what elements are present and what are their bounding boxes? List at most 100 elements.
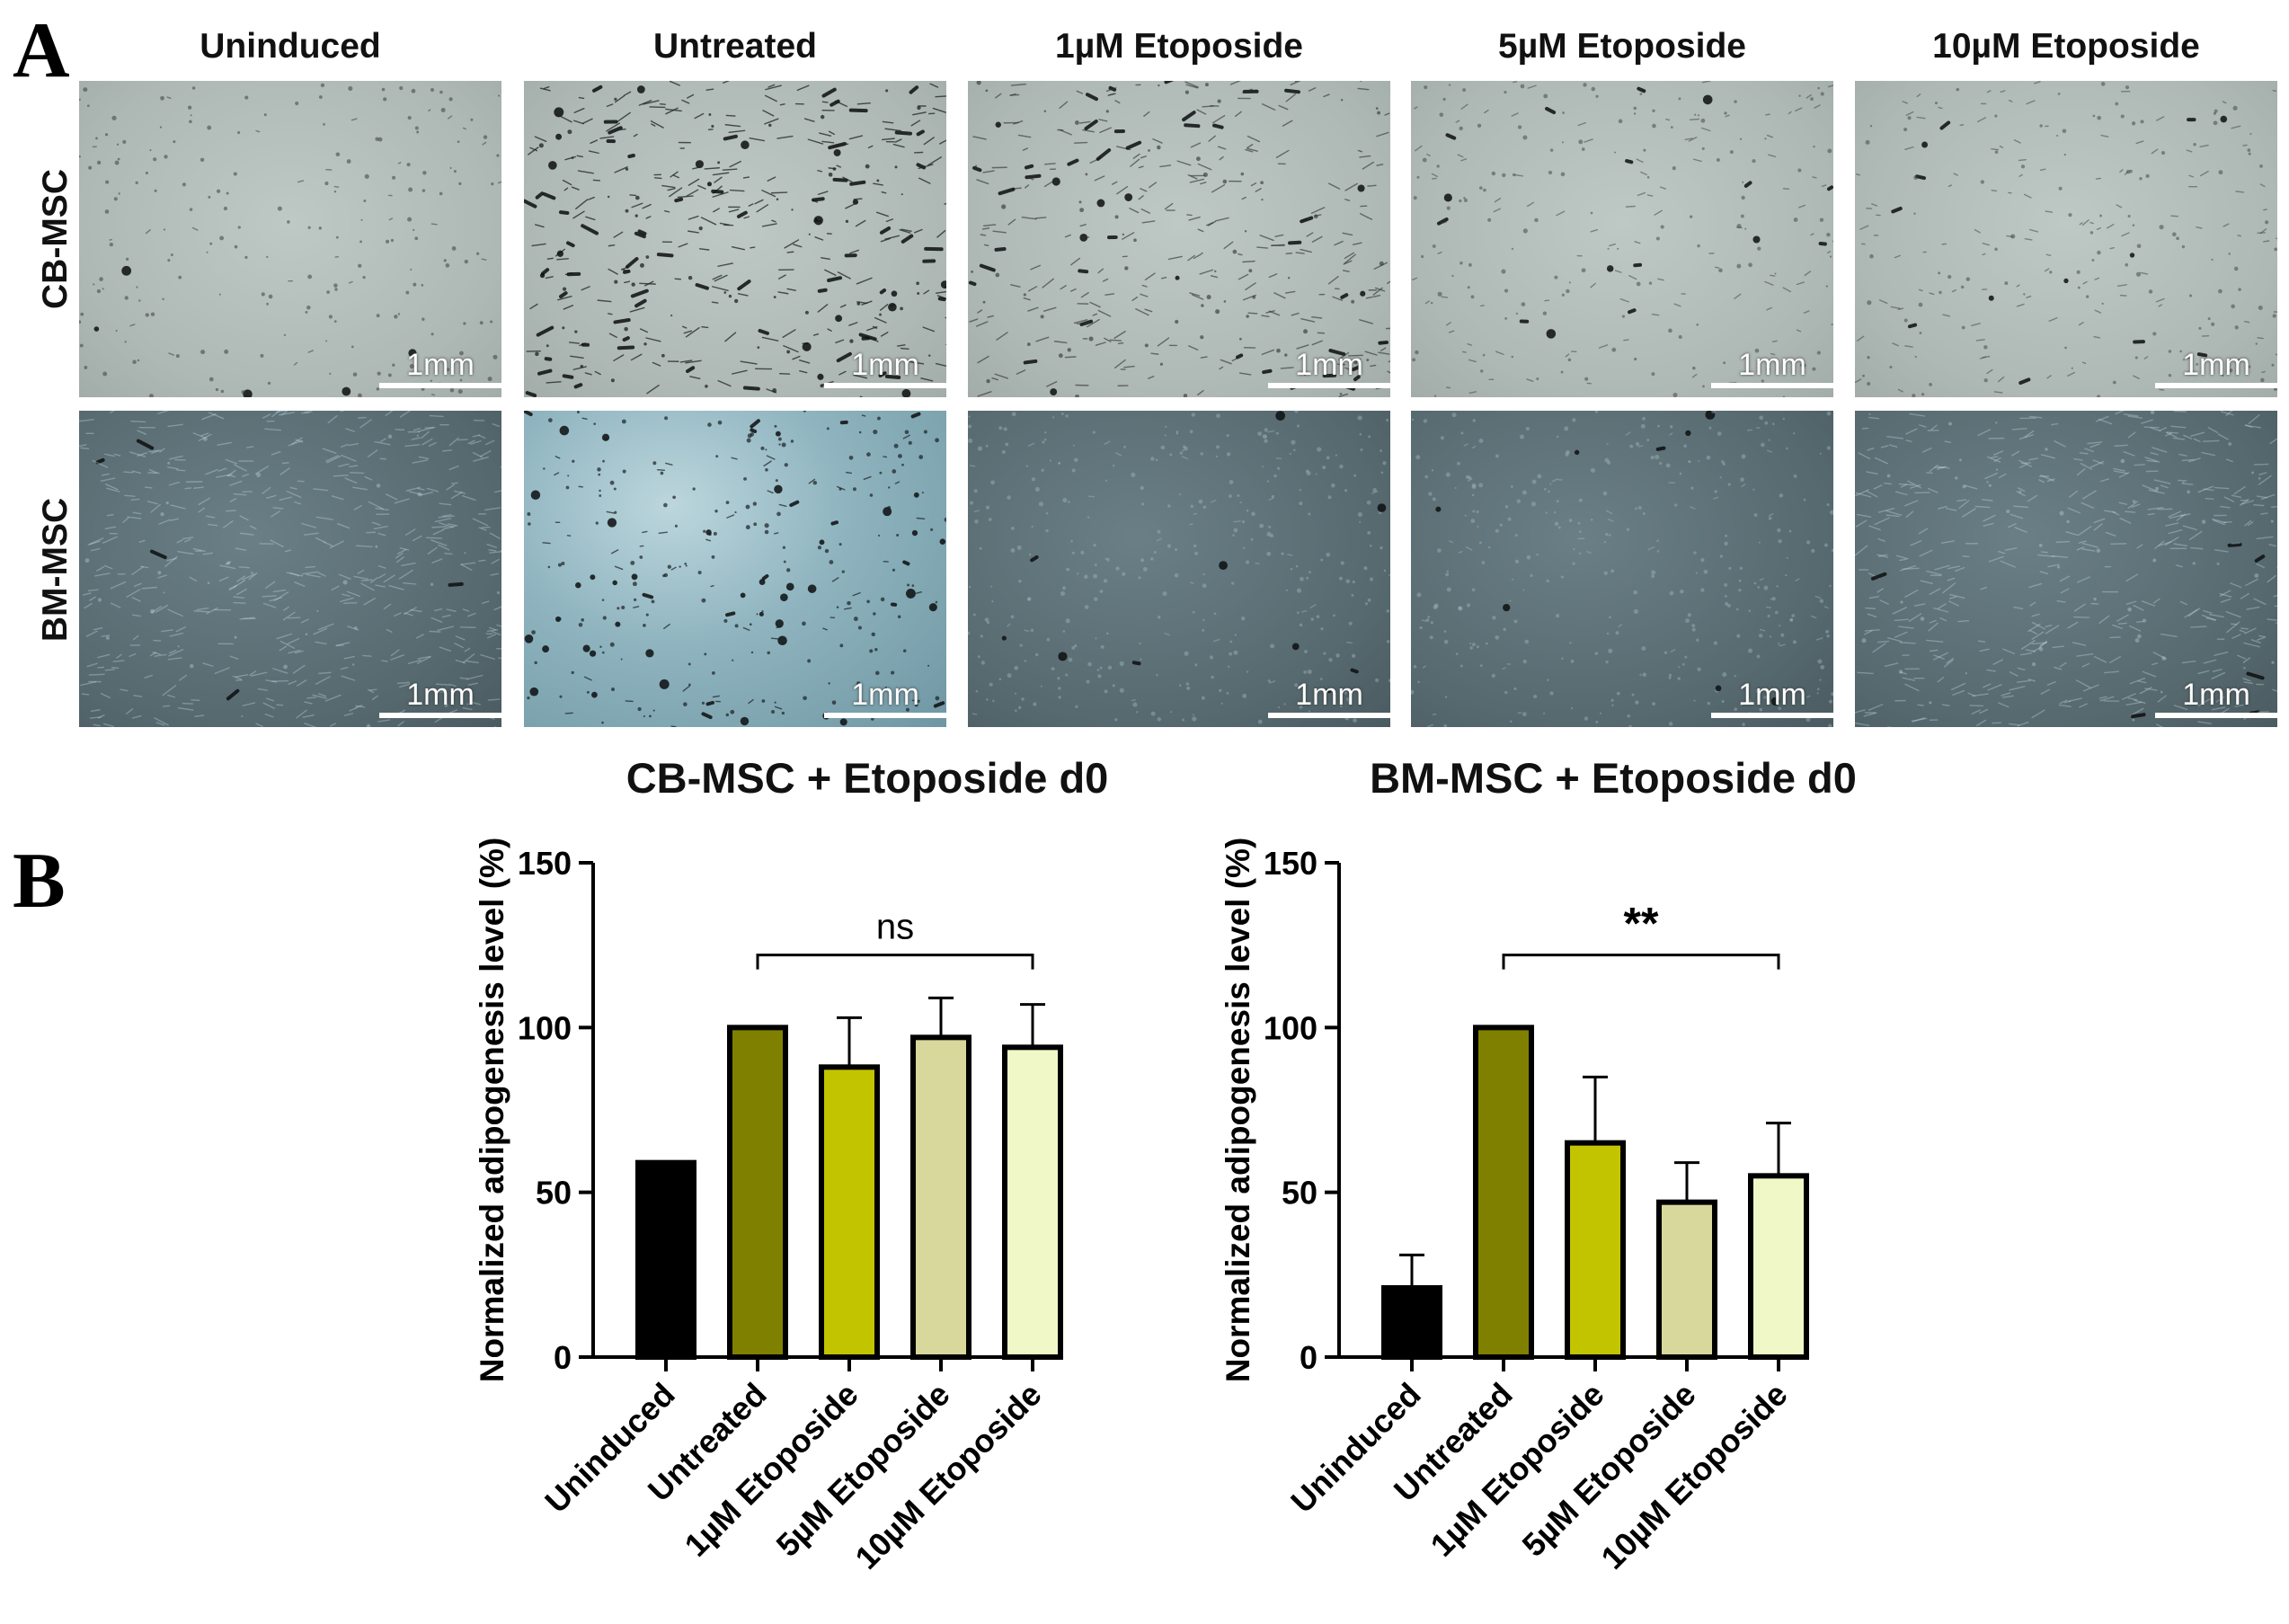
cell-mark xyxy=(1244,230,1247,233)
cell-mark xyxy=(2257,337,2264,340)
cell-mark xyxy=(1827,251,1832,254)
cell-mark xyxy=(152,652,161,655)
cell-mark xyxy=(83,87,88,93)
cell-mark xyxy=(1791,614,1796,617)
cell-mark xyxy=(2171,232,2177,237)
cell-mark xyxy=(1633,106,1637,111)
cell-mark xyxy=(1491,673,1495,678)
cell-mark xyxy=(1819,679,1822,681)
cell-mark xyxy=(224,349,229,354)
cell-mark xyxy=(729,160,741,168)
cell-mark xyxy=(2069,490,2079,498)
cell-mark xyxy=(2243,681,2254,685)
cell-mark xyxy=(812,480,818,485)
cell-mark xyxy=(896,344,906,347)
cell-mark xyxy=(608,126,623,135)
cell-mark xyxy=(229,655,239,660)
cell-mark xyxy=(1340,99,1344,102)
cell-mark xyxy=(1238,372,1252,376)
cell-mark xyxy=(1250,537,1254,541)
cell-mark xyxy=(915,591,923,594)
cell-mark xyxy=(2142,484,2158,493)
cell-mark xyxy=(759,611,764,617)
cell-mark xyxy=(697,184,706,190)
cell-mark xyxy=(1027,306,1039,312)
cell-mark xyxy=(209,242,213,245)
cell-mark xyxy=(848,322,858,326)
cell-mark xyxy=(602,459,605,463)
cell-mark xyxy=(289,486,297,490)
cell-mark xyxy=(93,326,100,332)
cell-mark xyxy=(2034,81,2041,84)
cell-mark xyxy=(2018,463,2028,468)
cell-mark xyxy=(466,660,479,663)
cell-mark xyxy=(2213,111,2216,115)
column-header-1um: 1µM Etoposide xyxy=(1055,27,1303,66)
cell-mark xyxy=(1939,290,1942,295)
cell-mark xyxy=(1233,520,1241,523)
cell-mark xyxy=(2071,367,2073,369)
cell-mark xyxy=(1598,344,1609,349)
cell-mark xyxy=(318,693,327,697)
cell-mark xyxy=(1275,431,1279,435)
cell-mark xyxy=(448,709,458,714)
cell-mark xyxy=(2159,388,2165,391)
cell-mark xyxy=(617,607,620,610)
cell-mark xyxy=(2151,662,2159,666)
cell-mark xyxy=(2040,688,2050,695)
cell-mark xyxy=(1235,111,1242,118)
cell-mark xyxy=(1814,104,1821,109)
cell-mark xyxy=(239,515,249,521)
cell-mark xyxy=(1980,586,1988,590)
cell-mark xyxy=(2234,704,2244,707)
cell-mark xyxy=(2091,258,2095,262)
cell-mark xyxy=(448,437,459,447)
micrograph-texture xyxy=(1411,411,1833,727)
scale-bar-label: 1mm xyxy=(1738,678,1806,712)
cell-mark xyxy=(1688,137,1698,142)
cell-mark xyxy=(651,123,656,127)
cell-mark xyxy=(833,143,849,146)
cell-mark xyxy=(1812,367,1816,371)
cell-mark xyxy=(1026,342,1031,346)
cell-mark xyxy=(1367,530,1371,535)
cell-mark xyxy=(271,679,289,682)
cell-mark xyxy=(1723,361,1726,365)
cell-mark xyxy=(2010,450,2020,457)
cell-mark xyxy=(1513,619,1518,624)
cell-mark xyxy=(1792,640,1797,644)
cell-mark xyxy=(698,248,710,251)
cell-mark xyxy=(1217,146,1227,150)
cell-mark xyxy=(1986,481,1989,484)
cell-mark xyxy=(916,281,919,286)
cell-mark xyxy=(167,423,183,428)
cell-mark xyxy=(1522,228,1528,234)
cell-mark xyxy=(1511,578,1514,581)
cell-mark xyxy=(663,502,668,508)
cell-mark xyxy=(1873,484,1883,490)
scale-bar-label: 1mm xyxy=(406,678,475,712)
cell-mark xyxy=(1504,316,1508,320)
micrograph-cb-10um: 1mm xyxy=(1855,81,2277,397)
cell-mark xyxy=(845,471,853,475)
cell-mark xyxy=(316,609,319,612)
cell-mark xyxy=(869,493,874,497)
cell-mark xyxy=(1223,241,1234,250)
cell-mark xyxy=(892,469,897,474)
cell-mark xyxy=(2002,648,2016,655)
cell-mark xyxy=(338,463,350,467)
cell-mark xyxy=(564,712,573,714)
cell-mark xyxy=(830,99,840,107)
cell-mark xyxy=(1767,154,1777,158)
cell-mark xyxy=(2155,486,2160,491)
cell-mark xyxy=(1655,236,1660,241)
cell-mark xyxy=(111,115,117,120)
cell-mark xyxy=(894,165,898,169)
cell-mark xyxy=(1522,589,1525,591)
cell-mark xyxy=(1241,196,1247,200)
cell-mark xyxy=(923,289,930,295)
cell-mark xyxy=(1668,328,1672,333)
cell-mark xyxy=(2054,666,2063,670)
cell-mark xyxy=(1231,581,1235,585)
cell-mark xyxy=(1034,486,1040,492)
